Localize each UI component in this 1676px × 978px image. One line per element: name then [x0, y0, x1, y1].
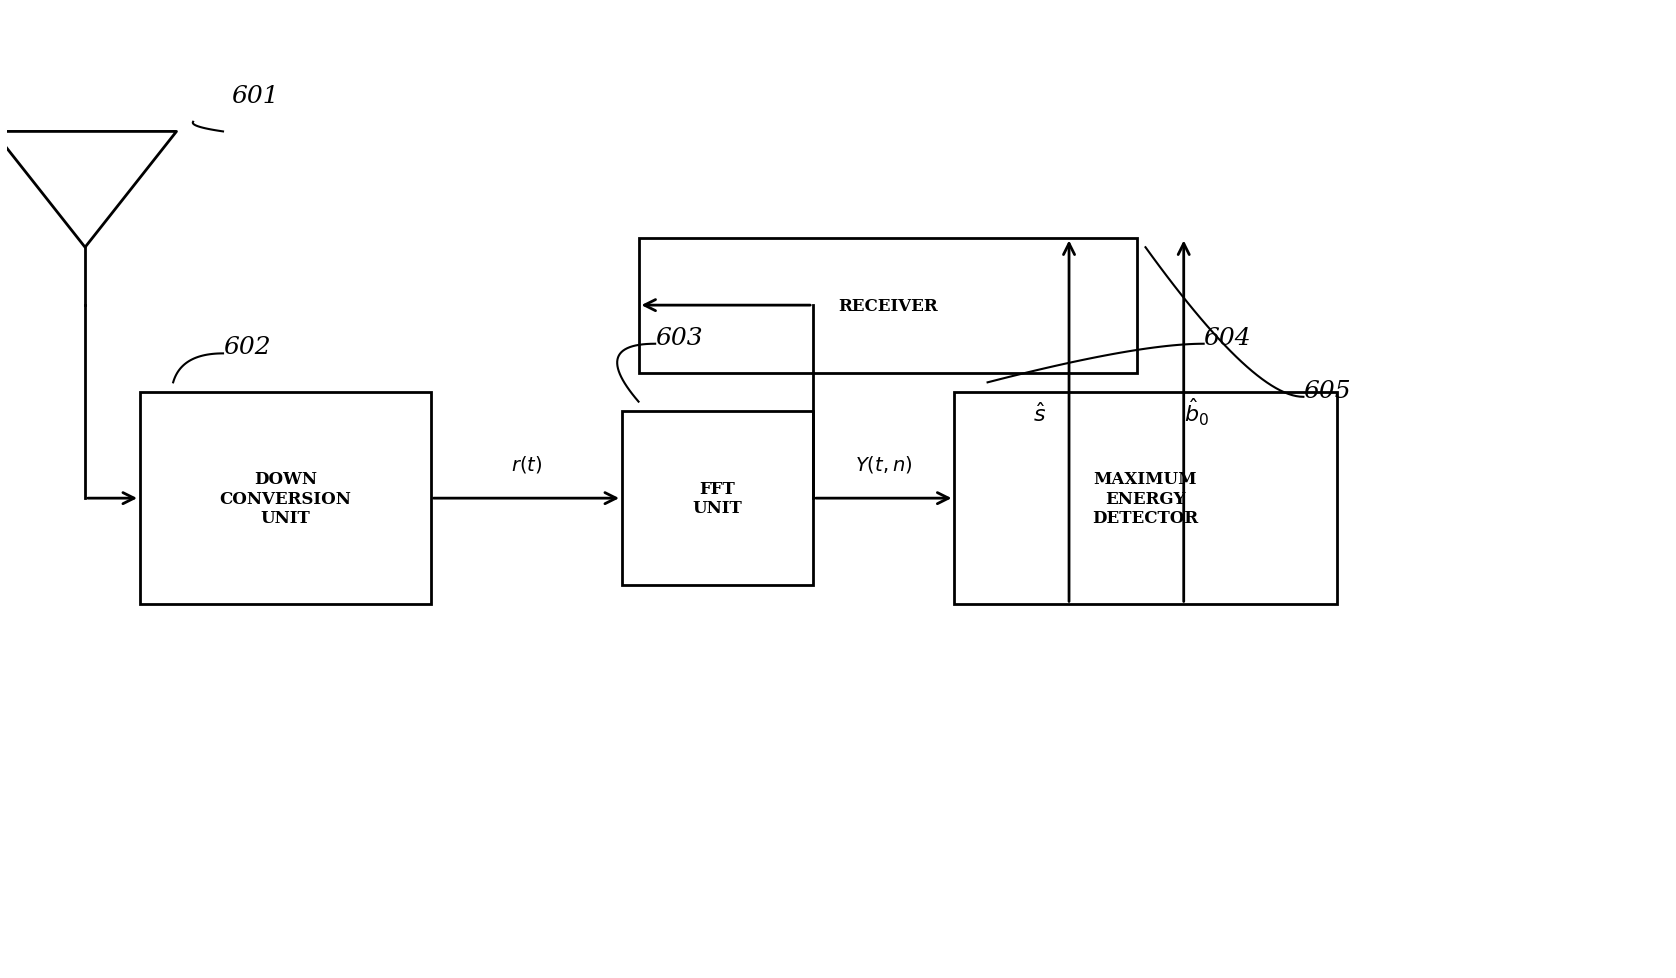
Text: 602: 602: [223, 336, 270, 359]
Text: $Y(t,n)$: $Y(t,n)$: [855, 453, 912, 474]
Bar: [139, 392, 431, 604]
Text: $r(t)$: $r(t)$: [511, 453, 541, 474]
Text: FFT
UNIT: FFT UNIT: [692, 480, 742, 517]
Bar: [622, 412, 813, 586]
Text: RECEIVER: RECEIVER: [838, 297, 937, 314]
Text: DOWN
CONVERSION
UNIT: DOWN CONVERSION UNIT: [220, 470, 352, 527]
Text: $\hat{s}$: $\hat{s}$: [1032, 403, 1046, 426]
Text: 604: 604: [1203, 327, 1252, 349]
Text: MAXIMUM
ENERGY
DETECTOR: MAXIMUM ENERGY DETECTOR: [1093, 470, 1198, 527]
Text: 603: 603: [655, 327, 702, 349]
Bar: [639, 239, 1138, 374]
Bar: [954, 392, 1337, 604]
Text: 605: 605: [1304, 379, 1351, 402]
Text: 601: 601: [231, 85, 278, 109]
Text: $\hat{b}_0$: $\hat{b}_0$: [1185, 396, 1210, 427]
